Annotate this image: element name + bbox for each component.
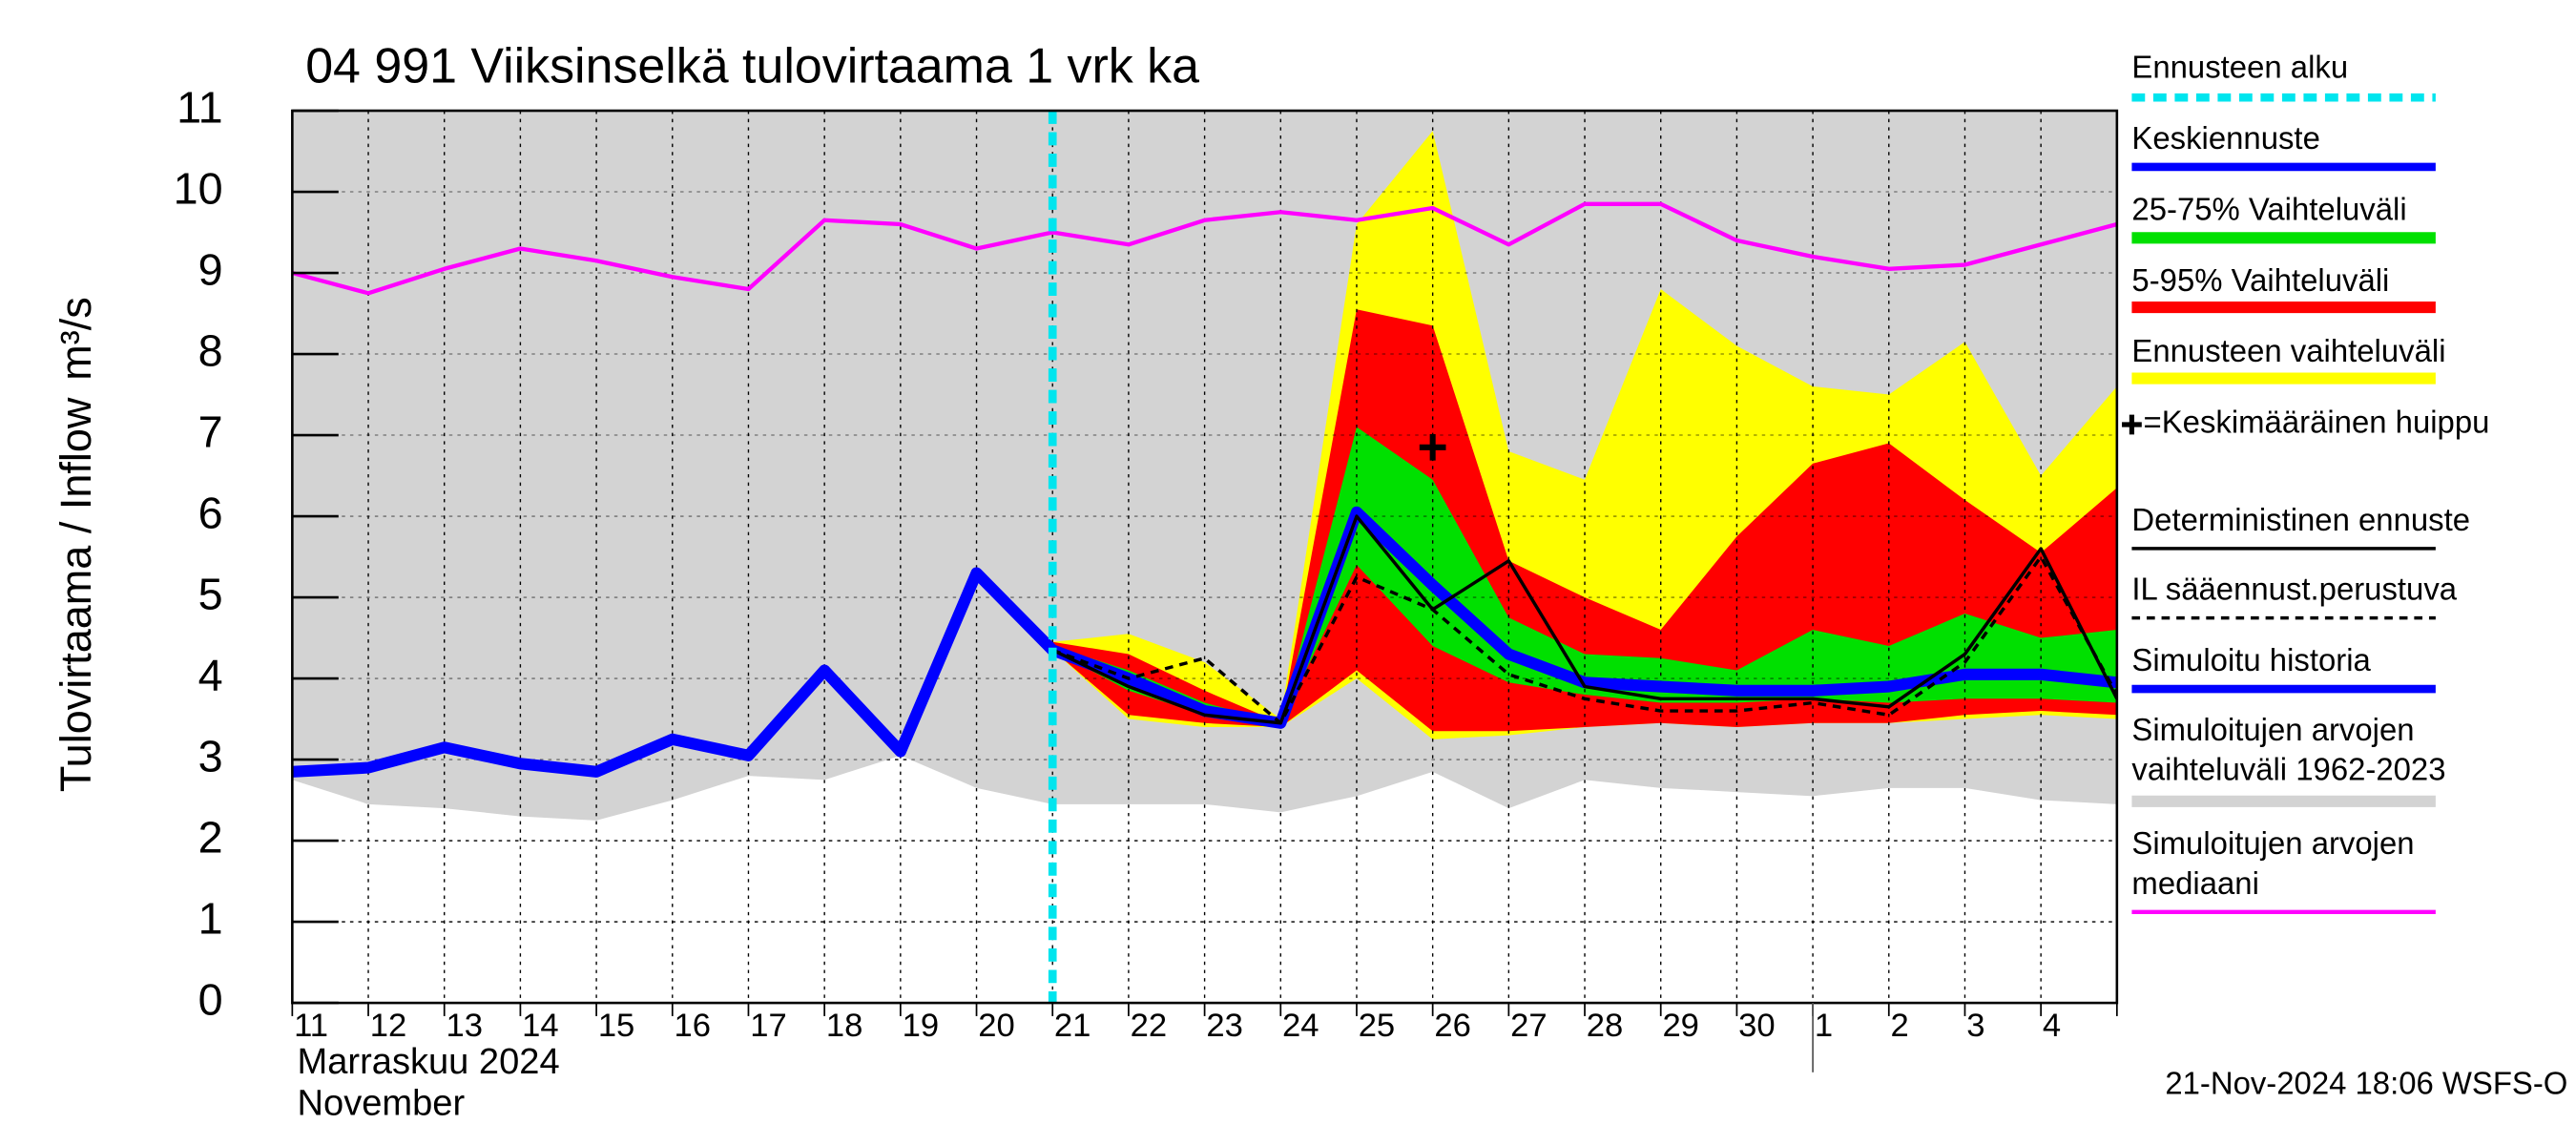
y-tick-label: 1 — [198, 893, 223, 943]
y-tick-label: 5 — [198, 569, 223, 618]
series-line — [1051, 554, 2117, 725]
x-tick-label: 30 — [1738, 1008, 1775, 1044]
legend-entry: Ennusteen vaihteluväli — [2131, 335, 2446, 370]
y-tick-label: 8 — [198, 325, 223, 375]
legend-label: IL sääennust.perustuva — [2131, 572, 2458, 609]
x-tick-label: 19 — [903, 1008, 939, 1044]
y-tick-label: 2 — [198, 812, 223, 862]
legend-label: Simuloitu historia — [2131, 644, 2371, 679]
y-axis-label: Tulovirtaama / Inflow — [52, 397, 100, 792]
x-tick-label: 13 — [446, 1008, 482, 1044]
x-tick-label: 1 — [1815, 1008, 1833, 1044]
timestamp: 21-Nov-2024 18:06 WSFS-O — [2165, 1065, 2567, 1100]
chart-title: 04 991 Viiksinselkä tulovirtaama 1 vrk k… — [305, 38, 1199, 94]
y-tick-label: 4 — [198, 650, 223, 699]
legend-label: 5-95% Vaihteluväli — [2131, 264, 2390, 300]
series-line — [292, 201, 2117, 296]
legend-label: Simuloitujen arvojen vaihteluväli 1962-2… — [2131, 714, 2446, 788]
x-axis-label-en: November — [298, 1083, 466, 1123]
legend-symbol — [2122, 414, 2142, 435]
legend-label: Deterministinen ennuste — [2131, 504, 2471, 539]
legend-label: =Keskimääräinen huippu — [2143, 406, 2490, 442]
x-tick-label: 18 — [826, 1008, 862, 1044]
legend-entry: Simuloitujen arvojen mediaani — [2131, 827, 2415, 903]
legend-label: Ennusteen alku — [2131, 51, 2349, 87]
plot-area — [292, 111, 2117, 1004]
series-line — [292, 567, 1057, 778]
y-tick-label: 3 — [198, 731, 223, 781]
x-axis-label-fi: Marraskuu 2024 — [298, 1042, 560, 1082]
x-tick-label: 21 — [1054, 1008, 1091, 1044]
legend-entry: Keskiennuste — [2131, 122, 2320, 157]
range-band — [1052, 427, 2117, 723]
legend-entry: Simuloitu historia — [2131, 644, 2371, 679]
legend-entry: 5-95% Vaihteluväli — [2131, 264, 2390, 300]
x-tick-label: 4 — [2043, 1008, 2061, 1044]
legend-entry: =Keskimääräinen huippu — [2143, 406, 2490, 442]
x-tick-label: 29 — [1662, 1008, 1698, 1044]
x-tick-label: 28 — [1587, 1008, 1623, 1044]
legend-entry: Ennusteen alku — [2131, 51, 2349, 87]
y-tick-label: 7 — [198, 406, 223, 456]
x-tick-label: 15 — [598, 1008, 634, 1044]
x-tick-label: 17 — [750, 1008, 786, 1044]
peak-marker — [1419, 433, 1446, 461]
x-tick-label: 22 — [1131, 1008, 1167, 1044]
legend-label: Simuloitujen arvojen mediaani — [2131, 827, 2415, 903]
x-tick-label: 23 — [1206, 1008, 1242, 1044]
legend-entry: 25-75% Vaihteluväli — [2131, 193, 2407, 228]
x-tick-label: 3 — [1966, 1008, 1984, 1044]
y-tick-label: 11 — [177, 82, 223, 132]
x-tick-label: 11 — [294, 1008, 328, 1044]
peak-cross — [1419, 433, 1446, 461]
legend-entry: IL sääennust.perustuva — [2131, 572, 2458, 609]
x-tick-label: 14 — [522, 1008, 558, 1044]
y-tick-label: 6 — [198, 488, 223, 537]
legend-entry: Deterministinen ennuste — [2131, 504, 2471, 539]
x-tick-label: 26 — [1434, 1008, 1470, 1044]
legend-label: Keskiennuste — [2131, 122, 2320, 157]
x-tick-label: 2 — [1891, 1008, 1909, 1044]
y-tick-label: 0 — [198, 974, 223, 1024]
x-tick-label: 12 — [370, 1008, 406, 1044]
y-axis-unit: m³/s — [52, 297, 100, 381]
x-tick-label: 27 — [1510, 1008, 1547, 1044]
x-tick-label: 16 — [675, 1008, 711, 1044]
legend-label: Ennusteen vaihteluväli — [2131, 335, 2446, 370]
legend-label: 25-75% Vaihteluväli — [2131, 193, 2407, 228]
legend: Ennusteen alku Keskiennuste 25-75% Vaihtel… — [2122, 51, 2490, 915]
y-tick-label: 10 — [174, 163, 223, 213]
x-tick-label: 20 — [978, 1008, 1014, 1044]
legend-entry: Simuloitujen arvojen vaihteluväli 1962-2… — [2131, 714, 2446, 788]
x-tick-label: 25 — [1359, 1008, 1395, 1044]
series-line — [1051, 514, 2117, 725]
y-tick-label: 9 — [198, 244, 223, 294]
x-tick-label: 24 — [1282, 1008, 1319, 1044]
